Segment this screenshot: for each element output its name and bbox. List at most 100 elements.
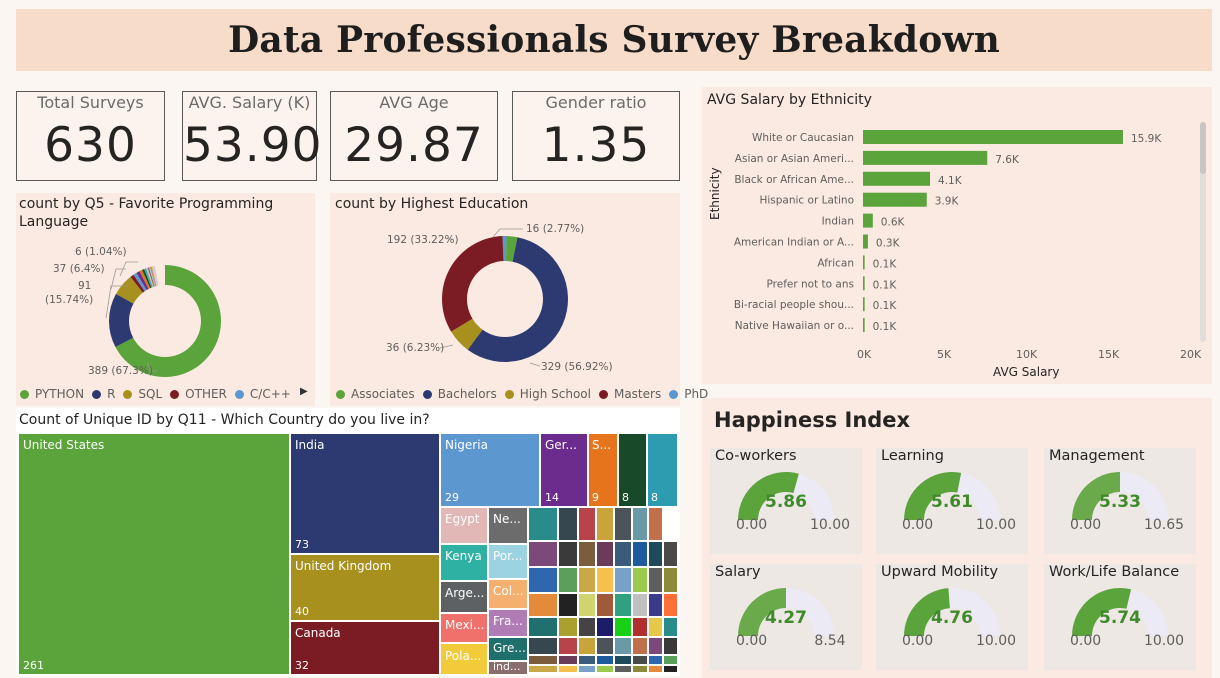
treemap-tile-kenya[interactable]: Kenya — [441, 545, 487, 580]
treemap-small-tile[interactable] — [579, 568, 595, 592]
treemap-small-tile[interactable] — [664, 656, 677, 664]
language-slice-5[interactable] — [136, 271, 149, 291]
treemap-tile-egypt[interactable]: Egypt — [441, 508, 487, 543]
ethnicity-chart-panel[interactable]: AVG Salary by Ethnicity Ethnicity AVG Sa… — [702, 87, 1212, 384]
treemap-small-tile[interactable] — [649, 542, 662, 566]
treemap-small-tile[interactable] — [579, 656, 595, 664]
language-slice-7[interactable] — [142, 269, 152, 289]
gauge-card[interactable]: Work/Life Balance 5.74 0.00 10.00 — [1044, 564, 1196, 670]
education-legend[interactable]: Associates Bachelors High School Masters… — [336, 387, 708, 401]
treemap-small-tile[interactable] — [529, 666, 557, 672]
country-treemap[interactable]: United States 261 India 73 United Kingdo… — [19, 434, 677, 674]
treemap-small-tile[interactable] — [649, 568, 662, 592]
treemap-small-tile[interactable] — [529, 618, 557, 636]
treemap-small-tile[interactable] — [579, 594, 595, 616]
treemap-small-tile[interactable] — [649, 594, 662, 616]
ethnicity-bar[interactable] — [863, 255, 865, 270]
treemap-small-tile[interactable] — [559, 638, 577, 654]
treemap-small-tile[interactable] — [633, 508, 647, 540]
kpi-avg-salary[interactable]: AVG. Salary (K) 53.90 — [182, 91, 322, 181]
education-slice-2[interactable] — [467, 237, 568, 362]
treemap-small-tile[interactable] — [664, 542, 677, 566]
treemap-tile-india[interactable]: India 73 — [291, 434, 439, 553]
language-legend[interactable]: PYTHON R SQL OTHER C/C++ — [20, 387, 291, 401]
ethnicity-bar[interactable] — [863, 130, 1123, 144]
treemap-small-tile[interactable] — [615, 508, 631, 540]
treemap-small-tile[interactable] — [664, 666, 677, 672]
gauge-card[interactable]: Salary 4.27 0.00 8.54 — [710, 564, 862, 670]
treemap-small-tile[interactable] — [597, 542, 613, 566]
treemap-small-tile[interactable] — [664, 594, 677, 616]
treemap-small-tile[interactable] — [559, 594, 577, 616]
education-chart-panel[interactable]: count by Highest Education 16 (2.77%) 19… — [330, 193, 708, 406]
treemap-small-tile[interactable] — [633, 638, 647, 654]
treemap-small-tile[interactable] — [633, 594, 647, 616]
treemap-small-tile[interactable] — [633, 666, 647, 672]
treemap-small-tile[interactable] — [633, 542, 647, 566]
treemap-small-tile[interactable] — [579, 508, 595, 540]
treemap-small-tile[interactable] — [559, 656, 577, 664]
ethnicity-bar[interactable] — [863, 171, 931, 186]
treemap-small-tile[interactable] — [615, 638, 631, 654]
kpi-total-surveys[interactable]: Total Surveys 630 — [16, 91, 165, 181]
education-slice-4[interactable] — [442, 236, 504, 332]
treemap-tile-greece[interactable]: Gre... — [489, 638, 527, 660]
treemap-small-tile[interactable] — [615, 568, 631, 592]
language-slice-15[interactable] — [152, 265, 159, 286]
treemap-small-tile[interactable] — [597, 666, 613, 672]
treemap-small-tile[interactable] — [529, 568, 557, 592]
ethnicity-bar[interactable] — [863, 192, 927, 207]
treemap-small-tile[interactable] — [597, 568, 613, 592]
treemap-small-tile[interactable] — [529, 542, 557, 566]
treemap-small-tile[interactable] — [615, 666, 631, 672]
treemap-tile-france[interactable]: Fra... — [489, 610, 527, 636]
treemap-small-tile[interactable] — [529, 594, 557, 616]
ethnicity-bar[interactable] — [863, 234, 868, 249]
treemap-small-tile[interactable] — [597, 656, 613, 664]
language-slice-2[interactable] — [115, 276, 143, 304]
treemap-tile-argentina[interactable]: Arge... — [441, 582, 487, 612]
language-slice-6[interactable] — [139, 269, 151, 289]
education-slice-3[interactable] — [451, 318, 483, 350]
treemap-tile[interactable]: 8 — [648, 434, 677, 506]
treemap-small-tile[interactable] — [559, 508, 577, 540]
education-slice-1[interactable] — [505, 236, 518, 262]
treemap-small-tile[interactable] — [597, 638, 613, 654]
language-slice-0[interactable] — [115, 265, 221, 377]
scrollbar-thumb[interactable] — [1200, 122, 1206, 174]
ethnicity-bar[interactable] — [863, 213, 873, 228]
treemap-small-tile[interactable] — [529, 638, 557, 654]
language-slice-13[interactable] — [151, 266, 157, 287]
gauge-card[interactable]: Upward Mobility 4.76 0.00 10.00 — [876, 564, 1028, 670]
treemap-tile-united-kingdom[interactable]: United Kingdom 40 — [291, 555, 439, 620]
scrollbar-track[interactable] — [1200, 122, 1206, 342]
treemap-tile-mexico[interactable]: Mexi... — [441, 614, 487, 642]
ethnicity-bar[interactable] — [863, 318, 865, 333]
treemap-tile-poland[interactable]: Pola... — [441, 644, 487, 674]
treemap-small-tile[interactable] — [579, 542, 595, 566]
ethnicity-bar[interactable] — [863, 276, 865, 291]
treemap-tile[interactable]: 8 — [619, 434, 646, 506]
language-chart-panel[interactable]: count by Q5 - Favorite Programming Langu… — [16, 193, 315, 406]
language-slice-14[interactable] — [151, 266, 157, 287]
treemap-tile-s[interactable]: S... 9 — [589, 434, 617, 506]
language-slice-11[interactable] — [148, 267, 156, 287]
treemap-small-tile[interactable] — [597, 618, 613, 636]
kpi-gender-ratio[interactable]: Gender ratio 1.35 — [512, 91, 680, 181]
treemap-tile-nigeria[interactable]: Nigeria 29 — [441, 434, 539, 506]
treemap-small-tile[interactable] — [597, 594, 613, 616]
treemap-small-tile[interactable] — [615, 594, 631, 616]
treemap-small-tile[interactable] — [529, 508, 557, 540]
language-slice-10[interactable] — [147, 267, 155, 287]
treemap-small-tile[interactable] — [633, 656, 647, 664]
gauge-card[interactable]: Co-workers 5.86 0.00 10.00 — [710, 448, 862, 554]
treemap-small-tile[interactable] — [615, 542, 631, 566]
treemap-small-tile[interactable] — [649, 656, 662, 664]
treemap-small-tile[interactable] — [559, 568, 577, 592]
treemap-small-tile[interactable] — [633, 568, 647, 592]
treemap-small-tile[interactable] — [579, 638, 595, 654]
treemap-small-tile[interactable] — [649, 618, 662, 636]
ethnicity-bar[interactable] — [863, 297, 865, 312]
treemap-tile-united-states[interactable]: United States 261 — [19, 434, 289, 674]
treemap-small-tile[interactable] — [579, 666, 595, 672]
